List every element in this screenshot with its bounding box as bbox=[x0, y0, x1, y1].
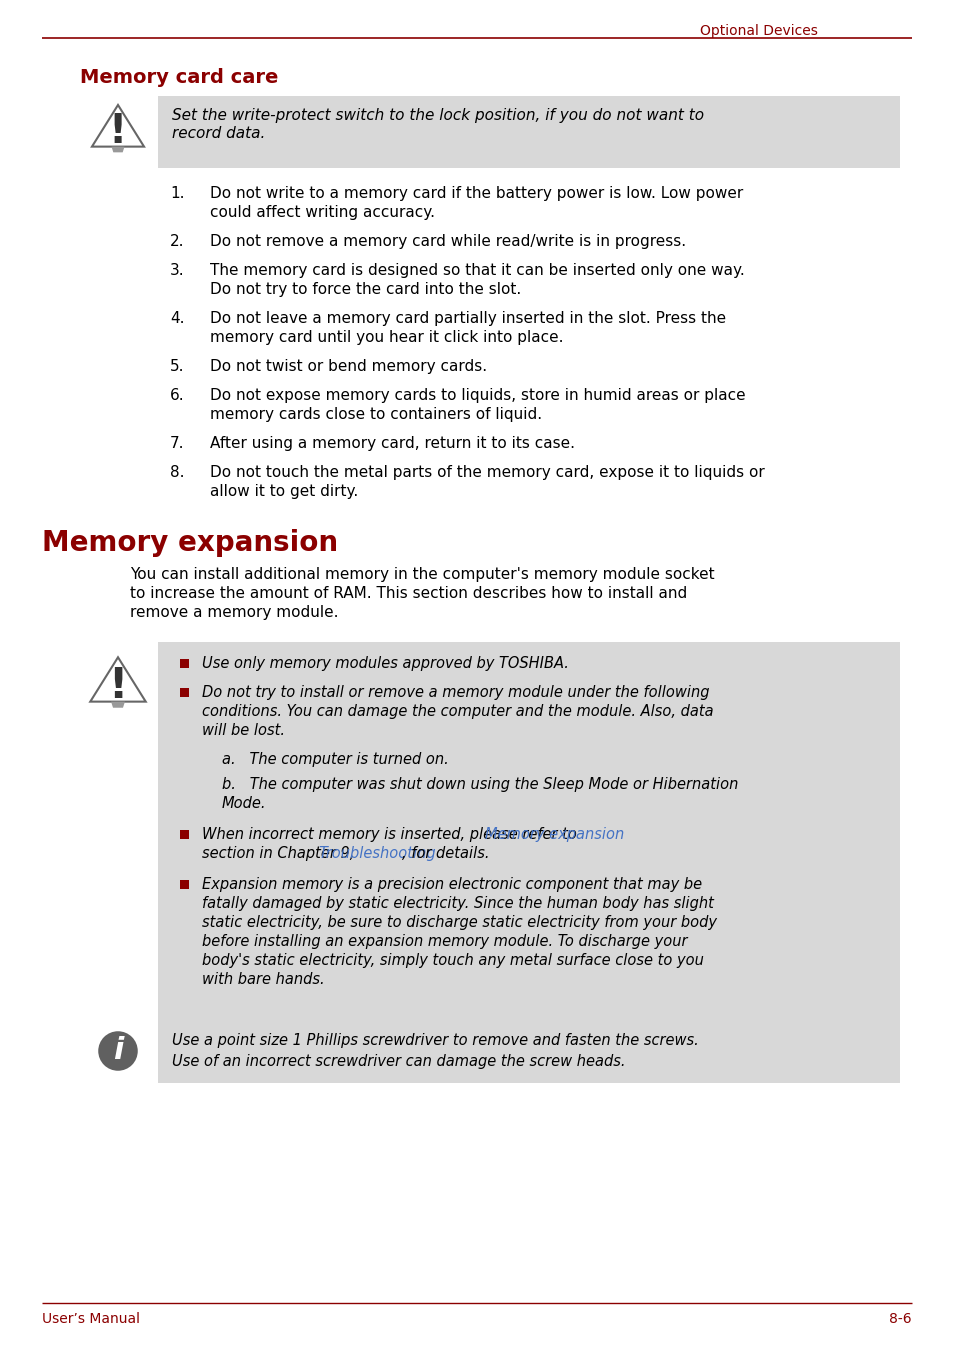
Text: 7.: 7. bbox=[170, 435, 184, 452]
Text: 6.: 6. bbox=[170, 388, 185, 403]
Text: 4.: 4. bbox=[170, 311, 184, 326]
Text: Do not expose memory cards to liquids, store in humid areas or place: Do not expose memory cards to liquids, s… bbox=[210, 388, 745, 403]
Text: 1.: 1. bbox=[170, 187, 184, 201]
Text: record data.: record data. bbox=[172, 126, 265, 141]
Text: memory cards close to containers of liquid.: memory cards close to containers of liqu… bbox=[210, 407, 541, 422]
Bar bbox=[180, 880, 190, 890]
Text: Do not write to a memory card if the battery power is low. Low power: Do not write to a memory card if the bat… bbox=[210, 187, 742, 201]
Text: !: ! bbox=[109, 112, 127, 153]
Text: Do not try to install or remove a memory module under the following: Do not try to install or remove a memory… bbox=[202, 685, 709, 700]
Text: remove a memory module.: remove a memory module. bbox=[130, 604, 338, 621]
Circle shape bbox=[98, 1032, 137, 1071]
Bar bbox=[180, 688, 190, 698]
Text: Use of an incorrect screwdriver can damage the screw heads.: Use of an incorrect screwdriver can dama… bbox=[172, 1055, 625, 1069]
Text: before installing an expansion memory module. To discharge your: before installing an expansion memory mo… bbox=[202, 934, 687, 949]
Text: Optional Devices: Optional Devices bbox=[700, 24, 817, 38]
Polygon shape bbox=[91, 657, 146, 702]
Text: After using a memory card, return it to its case.: After using a memory card, return it to … bbox=[210, 435, 575, 452]
Text: Mode.: Mode. bbox=[222, 796, 266, 811]
Bar bbox=[180, 658, 190, 668]
Text: Use a point size 1 Phillips screwdriver to remove and fasten the screws.: Use a point size 1 Phillips screwdriver … bbox=[172, 1033, 698, 1048]
Text: 8.: 8. bbox=[170, 465, 184, 480]
Text: Memory card care: Memory card care bbox=[80, 68, 278, 87]
Text: 3.: 3. bbox=[170, 264, 185, 279]
Text: Use only memory modules approved by TOSHIBA.: Use only memory modules approved by TOSH… bbox=[202, 656, 568, 671]
Text: Memory expansion: Memory expansion bbox=[42, 529, 337, 557]
Text: 5.: 5. bbox=[170, 360, 184, 375]
Text: Do not try to force the card into the slot.: Do not try to force the card into the sl… bbox=[210, 283, 520, 297]
Text: a.   The computer is turned on.: a. The computer is turned on. bbox=[222, 752, 448, 767]
Text: Set the write-protect switch to the lock position, if you do not want to: Set the write-protect switch to the lock… bbox=[172, 108, 703, 123]
Bar bbox=[158, 96, 899, 168]
Text: static electricity, be sure to discharge static electricity from your body: static electricity, be sure to discharge… bbox=[202, 915, 717, 930]
Polygon shape bbox=[112, 146, 125, 153]
Text: !: ! bbox=[109, 665, 128, 707]
Text: could affect writing accuracy.: could affect writing accuracy. bbox=[210, 206, 435, 220]
Text: i: i bbox=[112, 1036, 123, 1064]
Text: The memory card is designed so that it can be inserted only one way.: The memory card is designed so that it c… bbox=[210, 264, 744, 279]
Text: Do not touch the metal parts of the memory card, expose it to liquids or: Do not touch the metal parts of the memo… bbox=[210, 465, 764, 480]
Bar bbox=[158, 642, 899, 1011]
Bar bbox=[180, 830, 190, 840]
Text: body's static electricity, simply touch any metal surface close to you: body's static electricity, simply touch … bbox=[202, 953, 703, 968]
Text: conditions. You can damage the computer and the module. Also, data: conditions. You can damage the computer … bbox=[202, 704, 713, 719]
Text: to increase the amount of RAM. This section describes how to install and: to increase the amount of RAM. This sect… bbox=[130, 585, 686, 602]
Text: will be lost.: will be lost. bbox=[202, 723, 285, 738]
Text: You can install additional memory in the computer's memory module socket: You can install additional memory in the… bbox=[130, 566, 714, 581]
Text: 8-6: 8-6 bbox=[888, 1311, 911, 1326]
Polygon shape bbox=[91, 105, 144, 146]
Text: , for details.: , for details. bbox=[401, 846, 489, 861]
Text: Do not twist or bend memory cards.: Do not twist or bend memory cards. bbox=[210, 360, 487, 375]
Polygon shape bbox=[111, 702, 125, 707]
Text: When incorrect memory is inserted, please refer to: When incorrect memory is inserted, pleas… bbox=[202, 827, 581, 842]
Text: section in Chapter 9,: section in Chapter 9, bbox=[202, 846, 354, 861]
Text: with bare hands.: with bare hands. bbox=[202, 972, 324, 987]
Text: memory card until you hear it click into place.: memory card until you hear it click into… bbox=[210, 330, 563, 345]
Text: b.   The computer was shut down using the Sleep Mode or Hibernation: b. The computer was shut down using the … bbox=[222, 777, 738, 792]
Text: Do not leave a memory card partially inserted in the slot. Press the: Do not leave a memory card partially ins… bbox=[210, 311, 725, 326]
Bar bbox=[158, 1021, 899, 1083]
Text: Memory expansion: Memory expansion bbox=[484, 827, 623, 842]
Text: fatally damaged by static electricity. Since the human body has slight: fatally damaged by static electricity. S… bbox=[202, 896, 713, 911]
Text: 2.: 2. bbox=[170, 234, 184, 249]
Text: allow it to get dirty.: allow it to get dirty. bbox=[210, 484, 358, 499]
Bar bbox=[158, 642, 899, 1032]
Text: Expansion memory is a precision electronic component that may be: Expansion memory is a precision electron… bbox=[202, 877, 701, 892]
Text: Troubleshooting: Troubleshooting bbox=[318, 846, 436, 861]
Text: User’s Manual: User’s Manual bbox=[42, 1311, 140, 1326]
Text: Do not remove a memory card while read/write is in progress.: Do not remove a memory card while read/w… bbox=[210, 234, 685, 249]
